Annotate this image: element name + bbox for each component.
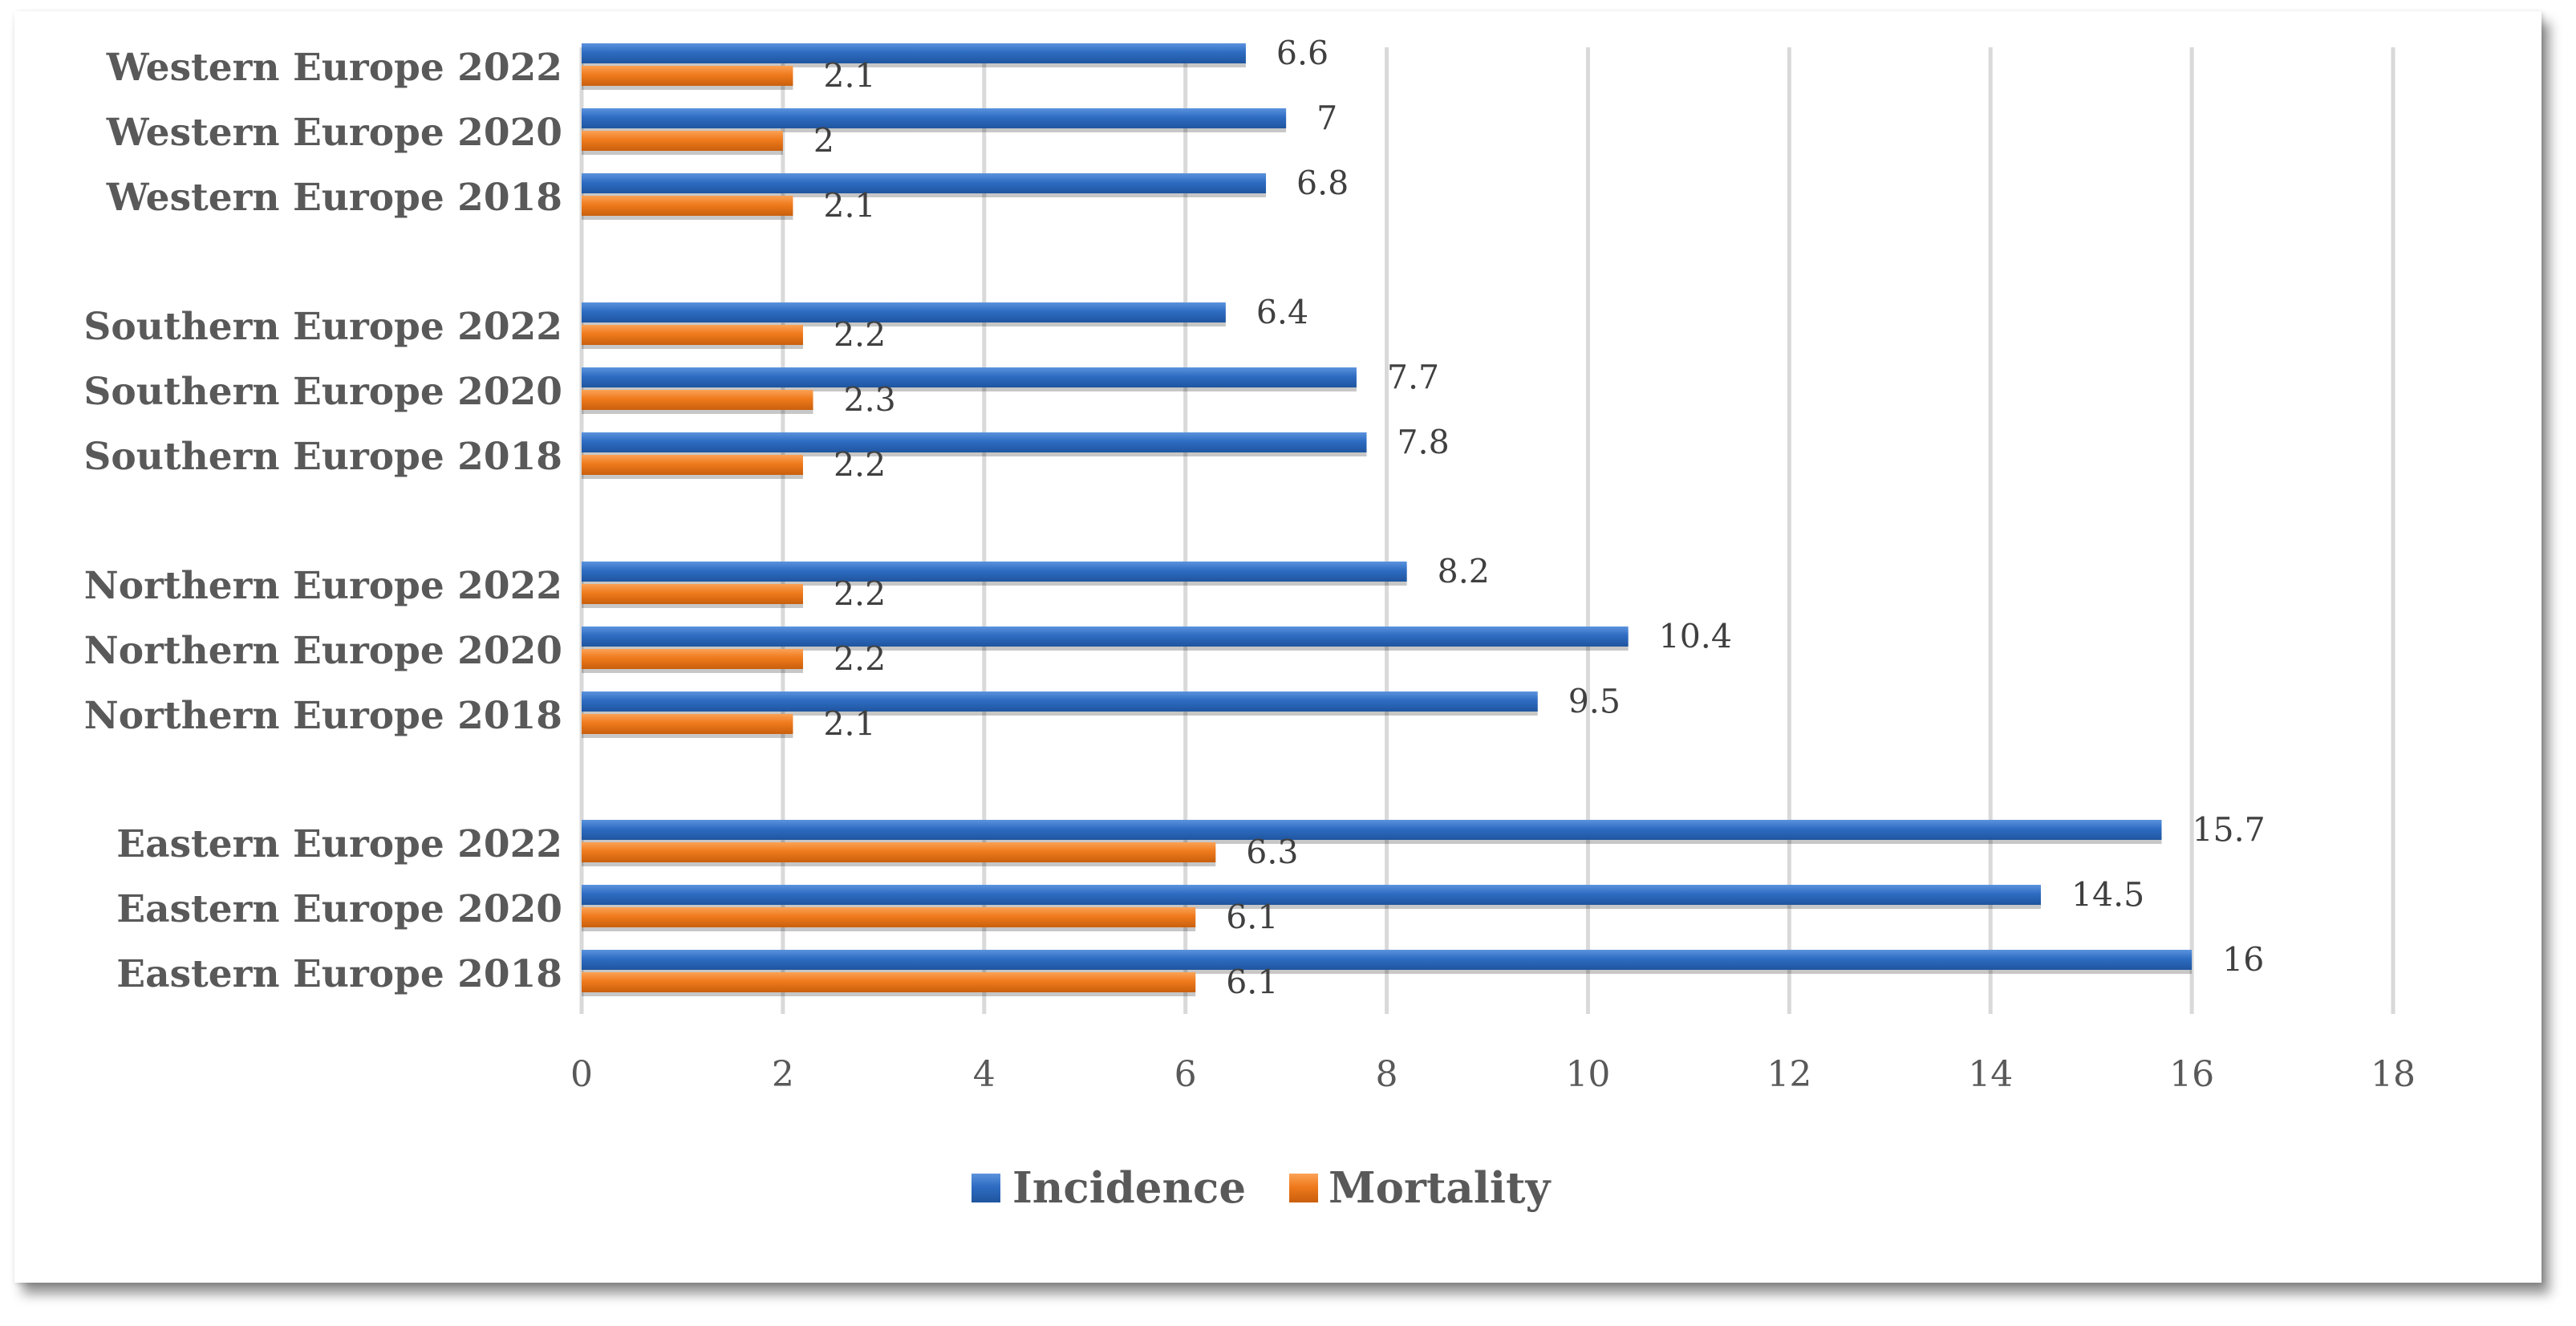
x-tick-label-6: 6 (1174, 1054, 1197, 1095)
data-label-incidence-9: 15.7 (2192, 811, 2265, 850)
x-tick-label-0: 0 (570, 1054, 593, 1095)
x-tick-label-16: 16 (2169, 1054, 2214, 1095)
x-tick-label-12: 12 (1767, 1054, 1811, 1095)
bar-incidence-6 (582, 562, 1407, 582)
category-label-9: Eastern Europe 2022 (116, 822, 562, 866)
bar-incidence-8 (582, 691, 1538, 712)
category-label-8: Northern Europe 2018 (84, 694, 562, 738)
bar-mortality-7 (582, 649, 803, 669)
x-tick-label-14: 14 (1968, 1054, 2013, 1095)
category-label-5: Southern Europe 2018 (83, 435, 562, 479)
data-label-incidence-6: 8.2 (1438, 553, 1490, 591)
legend-swatch-incidence (972, 1174, 1000, 1202)
bar-mortality-5 (582, 455, 803, 475)
data-label-mortality-7: 2.2 (834, 640, 886, 679)
bar-incidence-3 (582, 302, 1226, 322)
bar-incidence-4 (582, 367, 1357, 387)
category-label-10: Eastern Europe 2020 (116, 887, 562, 931)
x-tick-label-4: 4 (973, 1054, 996, 1095)
x-tick-label-2: 2 (772, 1054, 794, 1095)
bar-chart: 6.6 2.1 7 2 6.8 2.1 6.4 2.2 7.7 2.3 7.8 2.2 8.2 2.2 10… (83, 34, 2416, 1214)
category-label-6: Northern Europe 2022 (84, 564, 562, 608)
bar-incidence-11 (582, 950, 2193, 970)
x-tick-label-10: 10 (1565, 1054, 1610, 1095)
legend-label-incidence: Incidence (1012, 1163, 1246, 1213)
data-label-incidence-11: 16 (2222, 941, 2264, 979)
category-label-3: Southern Europe 2022 (83, 305, 562, 349)
data-label-incidence-7: 10.4 (1659, 618, 1732, 656)
data-label-mortality-5: 2.2 (834, 446, 886, 485)
bar-mortality-3 (582, 325, 803, 345)
x-axis-tick-labels: 0 2 4 6 8 10 12 14 16 18 (570, 1054, 2416, 1095)
category-label-4: Southern Europe 2020 (83, 370, 562, 414)
bar-incidence-5 (582, 432, 1367, 452)
bar-mortality-2 (582, 196, 793, 216)
bar-incidence-7 (582, 627, 1629, 647)
category-label-7: Northern Europe 2020 (84, 629, 562, 673)
legend-label-mortality: Mortality (1329, 1163, 1552, 1213)
bar-incidence-1 (582, 108, 1287, 128)
data-label-mortality-3: 2.2 (834, 316, 886, 355)
bar-mortality-4 (582, 390, 813, 410)
bars: 6.6 2.1 7 2 6.8 2.1 6.4 2.2 7.7 2.3 7.8 2.2 8.2 2.2 10… (582, 34, 2266, 1002)
x-tick-label-8: 8 (1376, 1054, 1398, 1095)
bar-incidence-10 (582, 885, 2041, 905)
bar-mortality-0 (582, 66, 793, 86)
bar-mortality-11 (582, 972, 1196, 992)
data-label-mortality-0: 2.1 (823, 57, 875, 95)
bar-mortality-1 (582, 131, 783, 151)
data-label-incidence-3: 6.4 (1256, 294, 1308, 332)
data-label-incidence-4: 7.7 (1387, 359, 1439, 397)
data-label-mortality-4: 2.3 (844, 381, 896, 420)
x-tick-label-18: 18 (2371, 1054, 2416, 1095)
bar-incidence-2 (582, 173, 1267, 193)
category-labels: Western Europe 2022 Western Europe 2020 We… (83, 46, 562, 996)
data-label-incidence-2: 6.8 (1296, 164, 1349, 203)
bar-incidence-0 (582, 43, 1246, 63)
bar-mortality-8 (582, 714, 793, 734)
data-label-incidence-8: 9.5 (1568, 683, 1621, 721)
data-label-incidence-0: 6.6 (1276, 34, 1329, 73)
data-label-mortality-9: 6.3 (1246, 833, 1298, 872)
bar-incidence-9 (582, 820, 2162, 840)
data-label-incidence-1: 7 (1316, 99, 1337, 138)
data-label-incidence-5: 7.8 (1397, 424, 1449, 462)
data-label-mortality-1: 2 (813, 122, 834, 160)
legend-swatch-mortality (1289, 1174, 1318, 1202)
data-label-mortality-11: 6.1 (1226, 963, 1278, 1002)
data-label-mortality-6: 2.2 (834, 575, 886, 614)
data-label-mortality-8: 2.1 (823, 705, 875, 744)
chart-frame: 6.6 2.1 7 2 6.8 2.1 6.4 2.2 7.7 2.3 7.8 2.2 8.2 2.2 10… (14, 11, 2542, 1283)
bar-mortality-10 (582, 907, 1196, 927)
data-label-mortality-2: 2.1 (823, 187, 875, 225)
category-label-0: Western Europe 2022 (106, 46, 562, 90)
bar-mortality-6 (582, 584, 803, 604)
data-label-mortality-10: 6.1 (1226, 898, 1278, 937)
category-label-2: Western Europe 2018 (106, 176, 562, 220)
data-label-incidence-10: 14.5 (2071, 876, 2144, 914)
legend: Incidence Mortality (972, 1163, 1552, 1213)
category-label-11: Eastern Europe 2018 (116, 952, 562, 996)
category-label-1: Western Europe 2020 (106, 111, 562, 155)
bar-mortality-9 (582, 842, 1216, 862)
